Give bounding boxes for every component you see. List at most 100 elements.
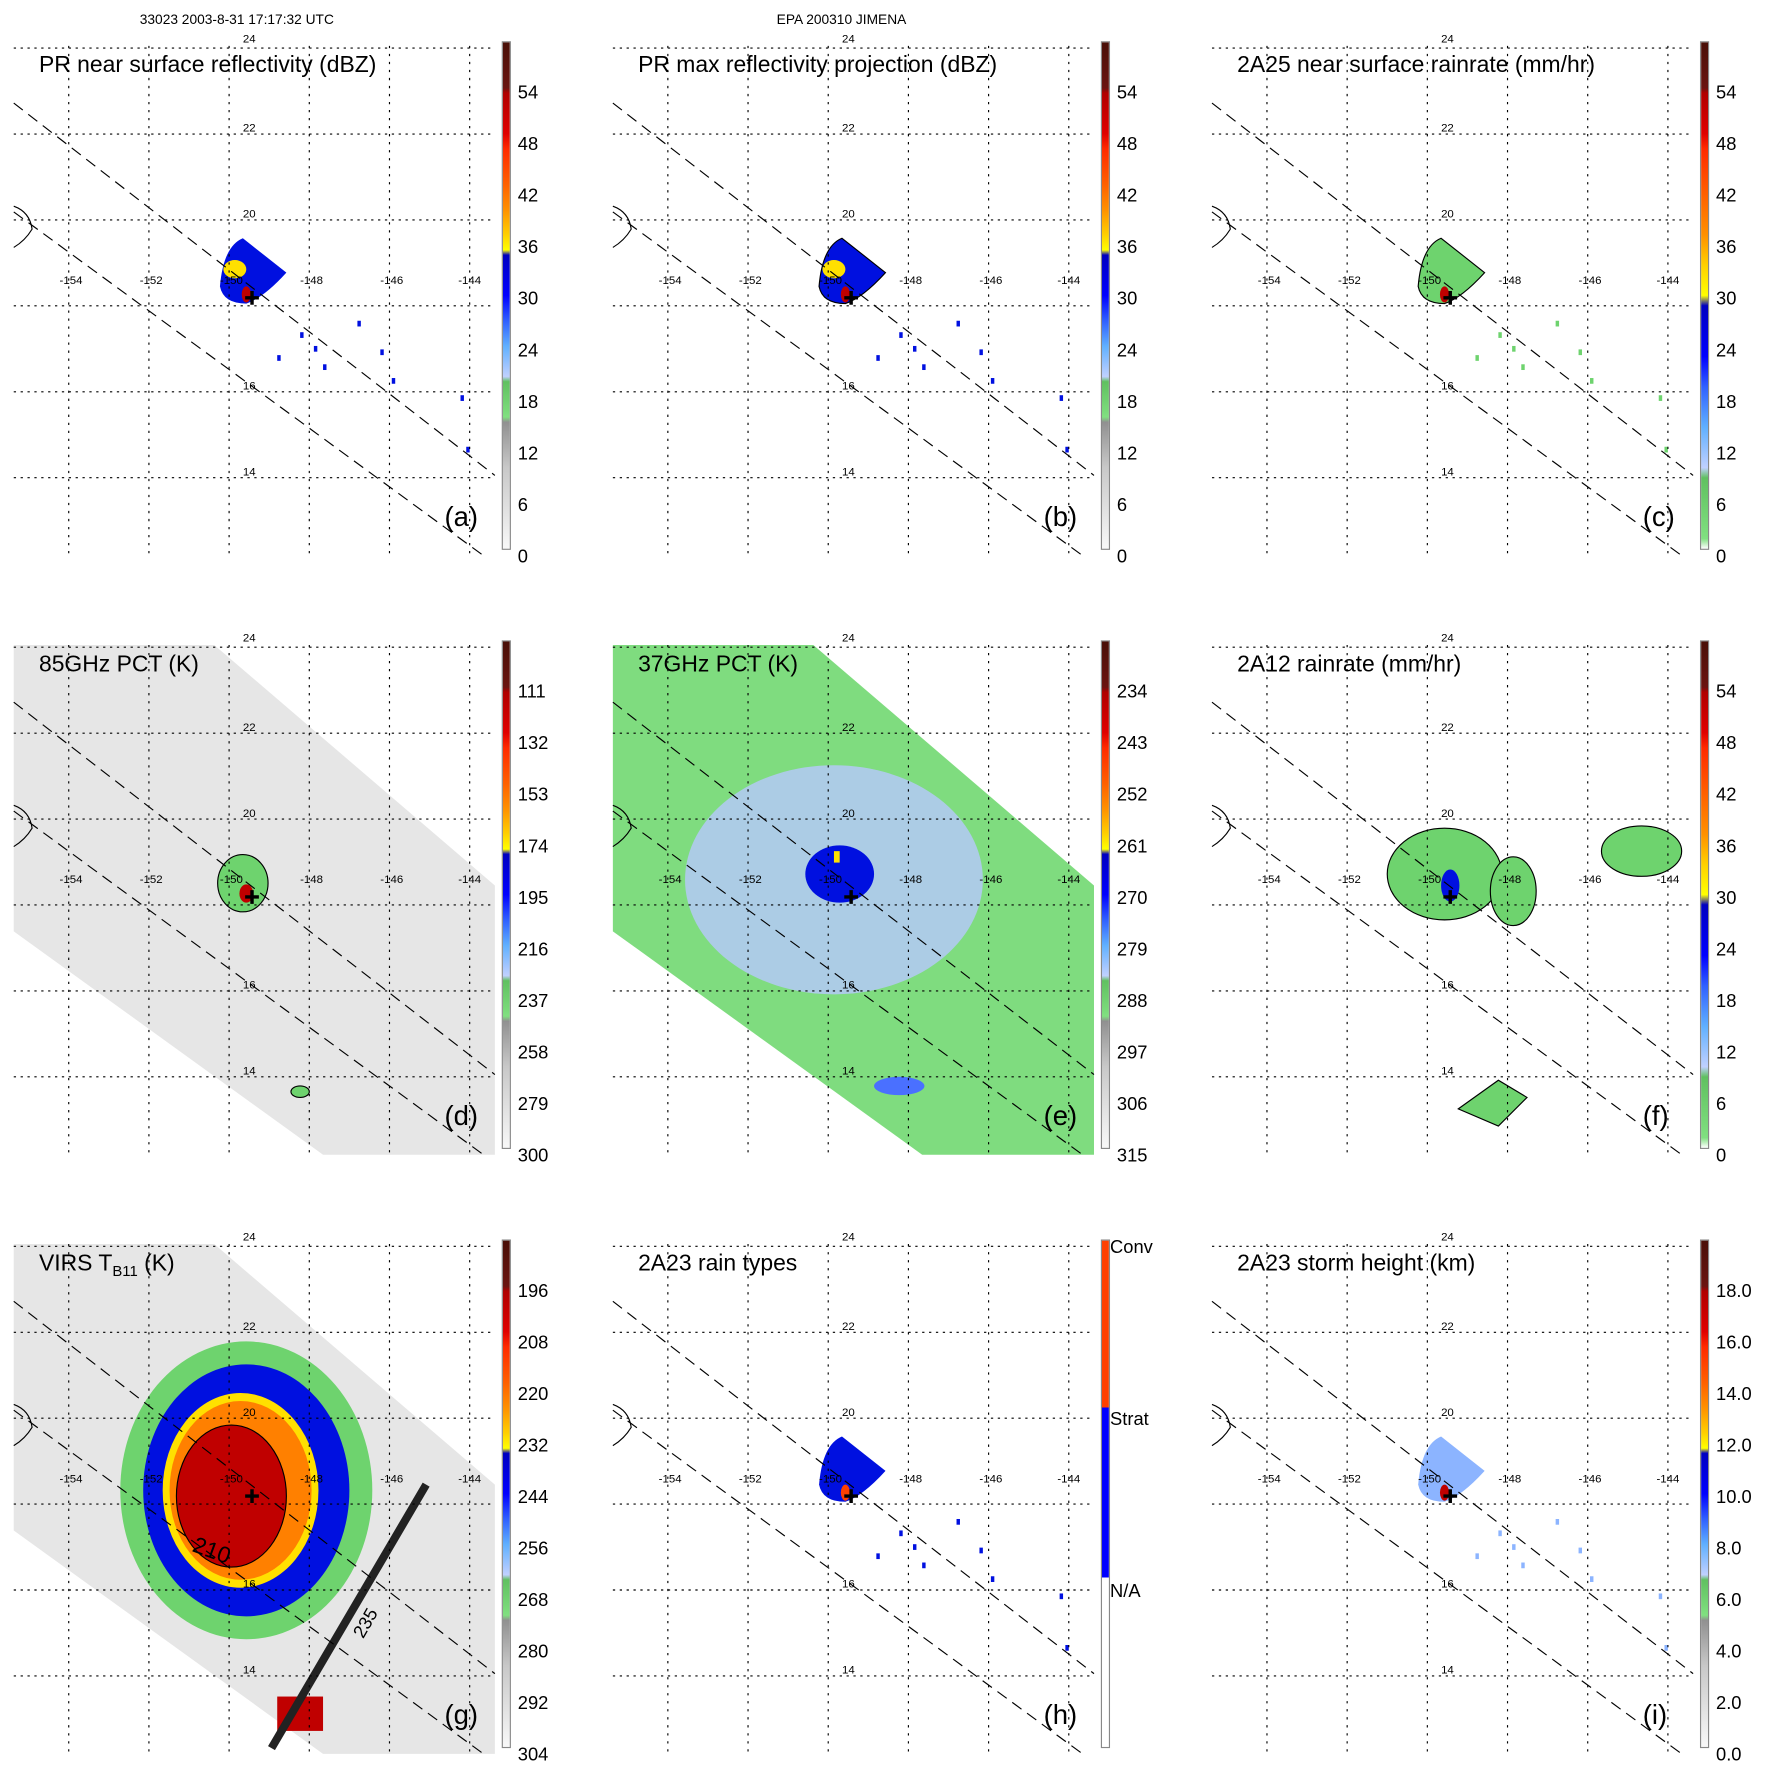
colorbar-tick-label: 216 xyxy=(517,940,549,960)
lat-label: 22 xyxy=(1441,1321,1454,1333)
lon-label: -154 xyxy=(1258,275,1282,287)
colorbar-tick-label: 0 xyxy=(1116,547,1128,568)
storm-center-cross-icon xyxy=(245,290,259,305)
storm-center-cross-icon xyxy=(1443,1489,1458,1503)
lon-label: -154 xyxy=(659,275,683,287)
panel-f: 24 22 20 16 14 -154 -152 -150 -148 -146 -144 2A12 r… xyxy=(1211,633,1750,1183)
colorbar-tick-label: 36 xyxy=(517,238,539,258)
colorbar-tick-label: 195 xyxy=(517,888,549,909)
title-text: 2A25 near surface rainrate (mm/hr) xyxy=(1237,52,1595,78)
storm-field-h xyxy=(819,1436,1069,1651)
lat-label: 16 xyxy=(1441,980,1454,992)
lat-label: 24 xyxy=(1441,1232,1454,1244)
lon-label: -152 xyxy=(739,1473,762,1485)
pr-swath-edge xyxy=(1211,1409,1682,1755)
colorbar-tick-label: 30 xyxy=(1716,888,1737,909)
colorbar-tick-label: 30 xyxy=(517,289,539,310)
panel-label: (a) xyxy=(444,501,479,533)
panel-label: (c) xyxy=(1642,501,1675,533)
colorbar-tick-label: 220 xyxy=(517,1384,549,1405)
panel-h: 24 22 20 16 14 -154 -152 -150 -148 -146 -144 2A23 r… xyxy=(612,1232,1153,1782)
lat-label: 16 xyxy=(243,980,256,992)
lat-label: 22 xyxy=(842,722,855,734)
lat-label: 14 xyxy=(842,1665,855,1677)
lon-label: -152 xyxy=(739,275,762,287)
pr-swath-edge xyxy=(13,1409,484,1755)
colorbar-tick-label: 2.0 xyxy=(1716,1694,1742,1714)
coastline xyxy=(1211,205,1231,248)
title-text: VIRS T xyxy=(38,1250,113,1277)
lon-label: -148 xyxy=(300,1473,323,1485)
colorbar-tick-label: 54 xyxy=(1116,83,1138,104)
colorbar-tick-label: 36 xyxy=(1116,238,1138,258)
lon-label: -148 xyxy=(899,1473,922,1485)
lon-label: -150 xyxy=(1418,874,1441,886)
lon-label: -144 xyxy=(1057,275,1081,287)
lon-label: -146 xyxy=(380,275,403,287)
map-d: 24 22 20 16 14 -154 -152 -150 -148 -146 -144 xyxy=(13,633,496,1156)
colorbar-tick-label: 6.0 xyxy=(1716,1591,1742,1611)
colorbar-tick-label: 12 xyxy=(1716,444,1737,464)
lon-label: -144 xyxy=(1656,275,1680,287)
colorbar xyxy=(501,1239,511,1749)
lon-label: -152 xyxy=(1338,1473,1361,1485)
storm-center-cross-icon xyxy=(1443,290,1458,305)
map-i: 24 22 20 16 14 -154 -152 -150 -148 -146 -144 xyxy=(1211,1232,1694,1755)
colorbar-tick-label: 306 xyxy=(1116,1095,1148,1115)
lat-label: 22 xyxy=(1441,722,1454,734)
colorbar-tick-label: 54 xyxy=(517,83,539,104)
colorbar-tick-label: 48 xyxy=(1116,135,1138,155)
lon-label: -150 xyxy=(819,275,842,287)
colorbar-tick-label: 270 xyxy=(1116,888,1148,909)
pr-swath-edge xyxy=(612,1300,1095,1675)
panel-label: (e) xyxy=(1043,1100,1078,1132)
lon-label: -146 xyxy=(1579,874,1602,886)
graticule xyxy=(1211,1244,1694,1754)
panel-label: (f) xyxy=(1642,1100,1669,1132)
lat-label: 16 xyxy=(842,980,855,992)
coastline xyxy=(13,1403,33,1447)
colorbar xyxy=(1699,41,1710,550)
colorbar-tick-label: 232 xyxy=(517,1436,549,1456)
lat-label: 22 xyxy=(243,1321,256,1333)
map-a: 24 22 20 16 14 -154 -152 -150 -148 -146 -144 xyxy=(13,33,496,557)
pr-swath-edge xyxy=(612,1409,1083,1755)
colorbar-tick-label: 304 xyxy=(517,1745,549,1766)
lon-label: -146 xyxy=(979,1473,1002,1485)
lon-label: -148 xyxy=(899,275,922,287)
lon-label: -148 xyxy=(899,874,922,886)
storm-name: EPA 200310 JIMENA xyxy=(776,11,907,28)
colorbar-tick-label: 208 xyxy=(517,1333,549,1353)
virs-scan-edge xyxy=(268,1482,430,1751)
map-b: 24 22 20 16 14 -154 -152 -150 -148 -146 -144 xyxy=(612,33,1095,557)
colorbar-tick-label: 252 xyxy=(1116,785,1148,806)
lon-label: -148 xyxy=(1498,275,1521,287)
panel-label: (d) xyxy=(444,1100,479,1132)
graticule xyxy=(612,1244,1094,1754)
panel-g: 210 235 24 22 20 16 14 -154 -152 -150 -148 -146 -144… xyxy=(13,1232,552,1782)
pr-swath-edge xyxy=(1211,1300,1694,1675)
colorbar xyxy=(1699,1239,1710,1749)
lon-label: -154 xyxy=(60,275,84,287)
panel-title: PR max reflectivity projection (dBZ) xyxy=(638,53,997,78)
lon-label: -154 xyxy=(60,874,84,886)
colorbar-tick-label: 8.0 xyxy=(1716,1539,1742,1560)
colorbar-tick-label: 0 xyxy=(1716,547,1727,568)
colorbar xyxy=(501,41,511,550)
storm-field-a xyxy=(219,238,470,453)
colorbar-tick-label: 297 xyxy=(1116,1043,1148,1064)
colorbar-tick-label: 261 xyxy=(1116,837,1148,857)
title-text: 2A12 rainrate (mm/hr) xyxy=(1237,651,1462,678)
colorbar-tick-label: 6 xyxy=(1716,1095,1727,1115)
coastline xyxy=(1211,804,1231,848)
storm-field-g xyxy=(120,1341,373,1731)
colorbar-tick-label: 111 xyxy=(517,682,546,703)
lon-label: -152 xyxy=(1338,275,1361,287)
map-c: 24 22 20 16 14 -154 -152 -150 -148 -146 -144 xyxy=(1211,33,1694,557)
pr-swath-edge xyxy=(13,211,484,557)
colorbar-tick-label: 279 xyxy=(517,1095,549,1115)
colorbar-tick-label: 0 xyxy=(1716,1146,1727,1167)
panel-title: 2A12 rainrate (mm/hr) xyxy=(1237,652,1461,677)
pr-swath-edge xyxy=(1211,701,1694,1075)
